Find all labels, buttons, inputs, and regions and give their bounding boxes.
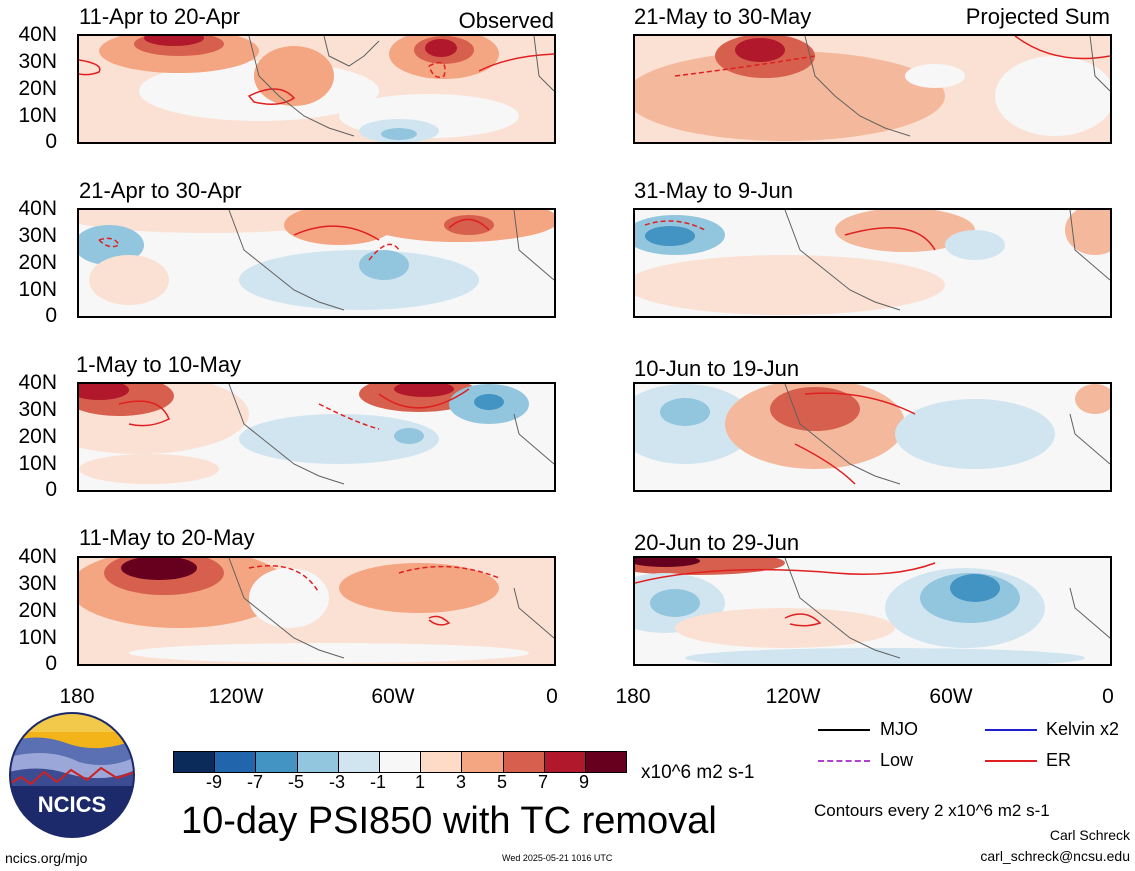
- map-panel-may31: [633, 208, 1112, 318]
- colorbar-swatch: [214, 752, 256, 772]
- colorbar-swatch: [584, 752, 627, 772]
- lat-label: 0: [45, 304, 57, 327]
- colorbar-swatch: [255, 752, 297, 772]
- panel-title-7: 11-May to 20-May: [79, 525, 255, 550]
- colorbar-label: -9: [205, 772, 223, 792]
- colorbar-label: 7: [537, 772, 549, 792]
- map-panel-may1: [77, 382, 556, 492]
- colorbar-swatch: [174, 752, 215, 772]
- lat-label: 10N: [18, 278, 57, 301]
- lat-label: 30N: [18, 50, 57, 73]
- legend-line-mjo: [818, 729, 870, 731]
- map-panel-may21: [633, 34, 1112, 144]
- lat-label: 0: [45, 478, 57, 501]
- lon-label: 120W: [765, 685, 821, 708]
- panel-title-1: 11-Apr to 20-Apr: [79, 4, 241, 29]
- map-panel-jun10: [633, 382, 1112, 492]
- main-title: 10-day PSI850 with TC removal: [181, 800, 717, 842]
- map-panel-may11: [77, 556, 556, 666]
- lat-label: 0: [45, 652, 57, 675]
- legend-label-kelvin: Kelvin x2: [1046, 719, 1120, 739]
- panel-tag-observed: Observed: [458, 8, 554, 33]
- colorbar-label: 5: [496, 772, 508, 792]
- map-panel-apr21: [77, 208, 556, 318]
- lat-label: 10N: [18, 626, 57, 649]
- colorbar-units: x10^6 m2 s-1: [641, 762, 755, 783]
- panel-title-5: 1-May to 10-May: [76, 352, 242, 377]
- lat-label: 30N: [18, 224, 57, 247]
- email: carl_schreck@ncsu.edu: [980, 848, 1130, 864]
- colorbar-label: 9: [578, 772, 590, 792]
- lat-label: 40N: [18, 371, 57, 394]
- legend-label-low: Low: [880, 750, 914, 770]
- lon-label: 60W: [929, 685, 973, 708]
- lon-label: 180: [615, 685, 651, 708]
- colorbar-label: -3: [328, 772, 346, 792]
- lat-label: 20N: [18, 425, 57, 448]
- legend-line-low: [818, 760, 870, 762]
- colorbar-swatch: [296, 752, 338, 772]
- contour-note: Contours every 2 x10^6 m2 s-1: [814, 801, 1050, 820]
- colorbar-swatch: [337, 752, 379, 772]
- colorbar-label: -5: [287, 772, 305, 792]
- panel-title-3: 21-Apr to 30-Apr: [79, 178, 242, 203]
- colorbar-swatch: [420, 752, 462, 772]
- legend-label-er: ER: [1046, 750, 1072, 770]
- lat-label: 10N: [18, 452, 57, 475]
- author: Carl Schreck: [1049, 827, 1130, 843]
- panel-title-8: 20-Jun to 29-Jun: [634, 530, 800, 555]
- panel-tag-projected: Projected Sum: [965, 4, 1110, 29]
- lat-label: 20N: [18, 251, 57, 274]
- colorbar-swatch: [378, 752, 421, 772]
- site-url[interactable]: ncics.org/mjo: [5, 850, 88, 866]
- lat-label: 30N: [18, 572, 57, 595]
- lat-label: 0: [45, 130, 57, 153]
- lon-label: 0: [546, 685, 558, 708]
- lat-label: 20N: [18, 77, 57, 100]
- lon-label: 60W: [371, 685, 415, 708]
- colorbar-label: -7: [246, 772, 264, 792]
- colorbar-swatch: [502, 752, 544, 772]
- lat-label: 40N: [18, 197, 57, 220]
- lat-label: 40N: [18, 23, 57, 46]
- colorbar: [173, 751, 627, 773]
- logo-text: NCICS: [38, 792, 106, 817]
- lon-label: 0: [1102, 685, 1114, 708]
- lat-label: 20N: [18, 599, 57, 622]
- colorbar-swatch: [461, 752, 503, 772]
- legend-label-mjo: MJO: [880, 719, 918, 739]
- lon-label: 120W: [208, 685, 264, 708]
- map-panel-apr11: [77, 34, 556, 144]
- ncics-logo: NCICS: [9, 712, 135, 838]
- colorbar-swatch: [543, 752, 585, 772]
- timestamp: Wed 2025-05-21 1016 UTC: [502, 853, 613, 863]
- panel-title-4: 31-May to 9-Jun: [634, 178, 793, 203]
- legend-line-kelvin: [985, 729, 1037, 731]
- legend-line-er: [985, 760, 1037, 762]
- colorbar-label: 1: [414, 772, 426, 792]
- lon-label: 180: [59, 685, 95, 708]
- lat-label: 30N: [18, 398, 57, 421]
- panel-title-6: 10-Jun to 19-Jun: [634, 356, 800, 381]
- map-panel-jun20: [633, 556, 1112, 666]
- colorbar-label: -1: [369, 772, 387, 792]
- panel-title-2: 21-May to 30-May: [634, 4, 812, 29]
- lat-label: 40N: [18, 545, 57, 568]
- lat-label: 10N: [18, 104, 57, 127]
- colorbar-label: 3: [455, 772, 467, 792]
